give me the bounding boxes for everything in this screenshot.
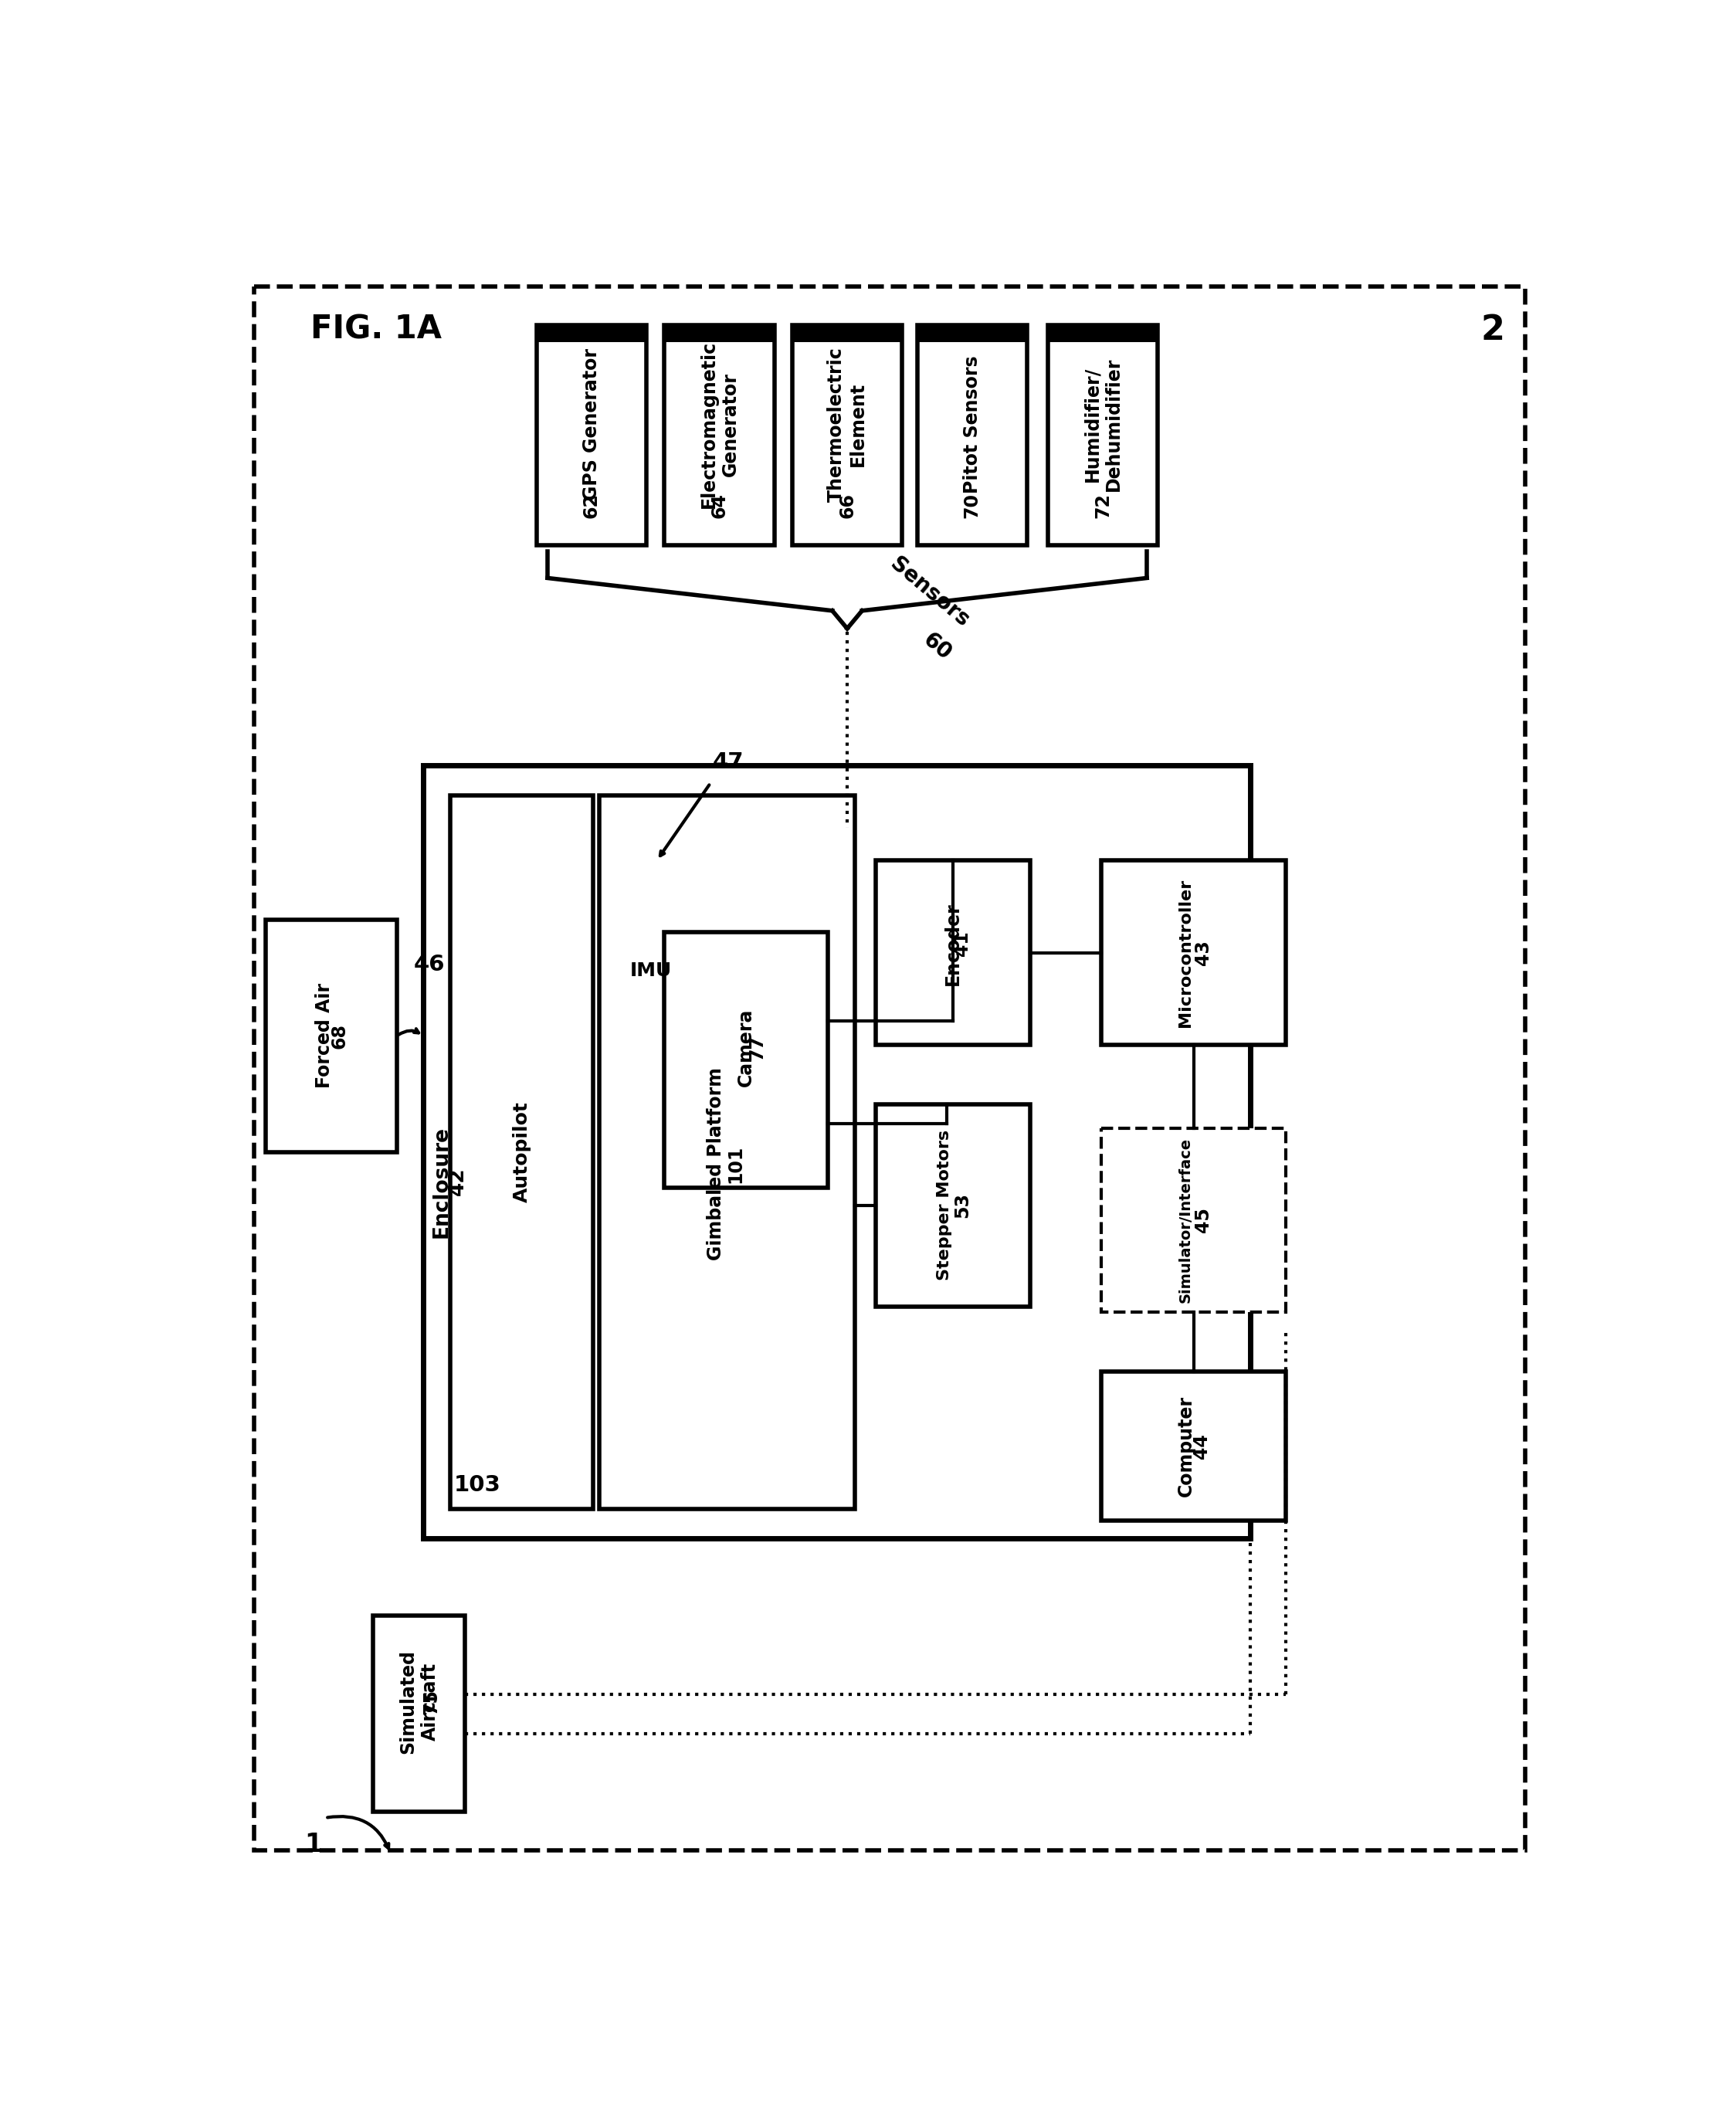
Text: 41: 41 bbox=[953, 931, 972, 956]
Text: Computer: Computer bbox=[1177, 1397, 1196, 1496]
Text: Sensors: Sensors bbox=[885, 552, 974, 631]
Bar bbox=[536, 326, 646, 546]
Bar bbox=[665, 931, 828, 1187]
Text: Forced Air: Forced Air bbox=[314, 984, 333, 1088]
Text: Microcontroller: Microcontroller bbox=[1177, 878, 1193, 1026]
Bar bbox=[604, 861, 698, 1081]
Bar bbox=[1049, 326, 1158, 546]
Text: 62: 62 bbox=[582, 493, 601, 518]
Text: 64: 64 bbox=[710, 493, 729, 518]
Text: 103: 103 bbox=[453, 1475, 500, 1496]
Bar bbox=[373, 1617, 465, 1811]
Bar bbox=[665, 326, 774, 343]
Text: 47: 47 bbox=[712, 751, 745, 772]
Text: 2: 2 bbox=[1481, 313, 1505, 347]
Text: Stepper Motors: Stepper Motors bbox=[937, 1130, 951, 1280]
Bar bbox=[424, 766, 1250, 1538]
Bar bbox=[1101, 861, 1286, 1045]
Text: 42: 42 bbox=[448, 1168, 469, 1196]
Text: FIG. 1A: FIG. 1A bbox=[311, 313, 443, 345]
Text: Enclosure: Enclosure bbox=[431, 1126, 451, 1238]
Text: Autopilot: Autopilot bbox=[512, 1100, 531, 1202]
Bar bbox=[536, 326, 646, 343]
Text: 1: 1 bbox=[304, 1832, 323, 1858]
Bar bbox=[266, 920, 398, 1151]
Bar bbox=[1101, 1371, 1286, 1521]
Bar bbox=[450, 796, 594, 1509]
Bar bbox=[875, 1105, 1029, 1306]
Text: 53: 53 bbox=[953, 1193, 972, 1219]
Text: 77: 77 bbox=[748, 1035, 766, 1060]
Bar bbox=[1101, 1128, 1286, 1312]
Text: 68: 68 bbox=[330, 1024, 349, 1050]
Bar bbox=[875, 861, 1029, 1045]
Text: 43: 43 bbox=[1194, 940, 1212, 965]
Bar bbox=[1049, 326, 1158, 343]
Bar bbox=[599, 796, 854, 1509]
Text: 75: 75 bbox=[422, 1689, 441, 1714]
Text: 72: 72 bbox=[1094, 493, 1113, 518]
Text: Humidifier/
Dehumidifier: Humidifier/ Dehumidifier bbox=[1083, 358, 1123, 491]
Text: Simulated
Aircraft: Simulated Aircraft bbox=[399, 1650, 439, 1754]
Text: Pitot Sensors: Pitot Sensors bbox=[963, 355, 981, 493]
Text: Camera: Camera bbox=[736, 1009, 755, 1088]
Bar bbox=[792, 326, 903, 546]
Bar bbox=[665, 326, 774, 546]
Bar bbox=[792, 326, 903, 343]
Text: 60: 60 bbox=[918, 628, 955, 664]
Text: Encoder: Encoder bbox=[943, 901, 962, 986]
Text: Simulator/Interface: Simulator/Interface bbox=[1179, 1138, 1193, 1303]
Text: 70: 70 bbox=[963, 493, 981, 518]
Text: 45: 45 bbox=[1194, 1208, 1212, 1234]
Text: 46: 46 bbox=[413, 954, 444, 975]
Text: 101: 101 bbox=[726, 1145, 745, 1183]
Text: Gimbaled Platform: Gimbaled Platform bbox=[707, 1066, 726, 1261]
Text: IMU: IMU bbox=[630, 961, 672, 980]
Bar bbox=[917, 326, 1028, 546]
Text: GPS Generator: GPS Generator bbox=[582, 349, 601, 499]
Text: 44: 44 bbox=[1193, 1433, 1212, 1458]
Text: Thermoelectric
Element: Thermoelectric Element bbox=[826, 347, 868, 501]
Text: Electromagnetic
Generator: Electromagnetic Generator bbox=[700, 341, 740, 508]
Text: 66: 66 bbox=[838, 493, 856, 518]
Bar bbox=[573, 827, 1229, 1172]
Bar bbox=[917, 326, 1028, 343]
